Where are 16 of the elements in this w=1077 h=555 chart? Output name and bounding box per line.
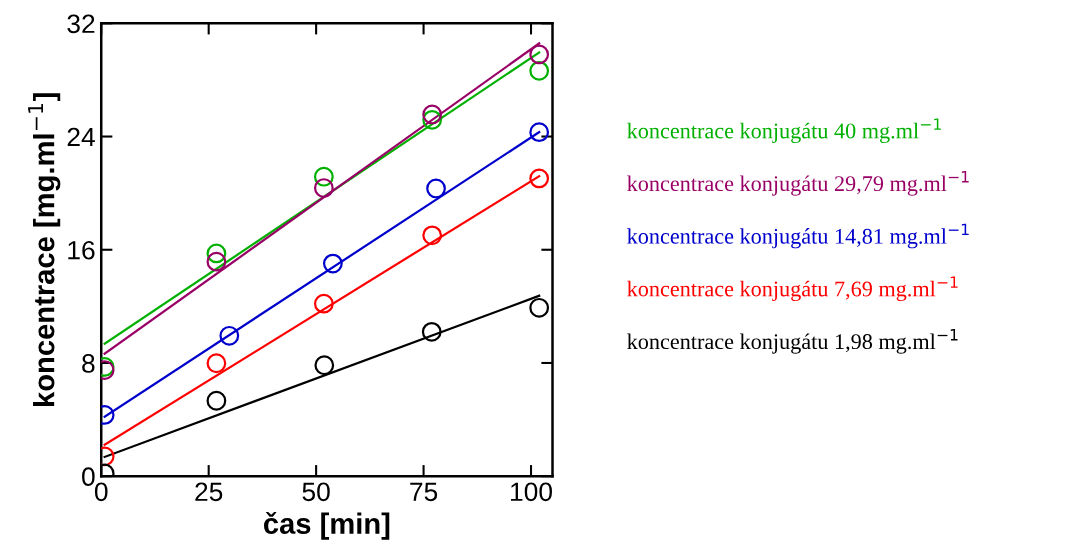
y-tick-label: 32 — [67, 14, 95, 34]
text: koncentrace konjugátu 1,98 mg.ml$^{−1}$ — [627, 329, 958, 354]
text: koncentrace konjugátu 14,81 mg.ml$^{−1}$ — [627, 223, 969, 249]
x-tick-label: 100 — [511, 482, 552, 502]
x-axis-title: čas [min] — [263, 511, 390, 540]
x-tick-label: 50 — [302, 482, 330, 502]
text: koncentrace konjugátu 40 mg.ml$^{−1}$ — [627, 118, 941, 144]
y-tick-label: 16 — [68, 240, 95, 260]
y-tick-label: 8 — [82, 354, 95, 373]
y-tick-label: 24 — [67, 127, 95, 147]
text: koncentrace konjugátu 29,79 mg.ml$^{−1}$ — [627, 171, 969, 196]
text: koncentrace konjugátu 7,69 mg.ml$^{−1}$ — [627, 276, 958, 302]
x-tick-label: 25 — [195, 482, 223, 502]
y-axis-title: koncentrace [mg.ml$^{−1}$] — [28, 93, 61, 406]
x-tick-label: 75 — [410, 482, 438, 502]
y-tick-label: 0 — [82, 467, 95, 487]
